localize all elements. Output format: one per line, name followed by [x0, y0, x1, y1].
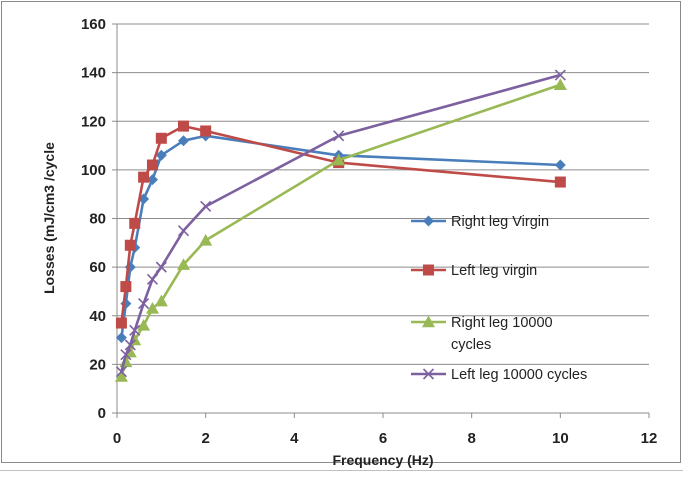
- data-point: [145, 301, 159, 314]
- data-point: [200, 200, 212, 212]
- data-point: [155, 132, 167, 144]
- y-tick-label: 160: [81, 16, 106, 33]
- y-tick-label: 0: [98, 405, 106, 422]
- x-marker-stroke: [115, 366, 127, 378]
- data-point: [333, 130, 345, 142]
- data-point: [178, 135, 189, 147]
- series-2: [114, 78, 567, 382]
- legend-label-line: Right leg 10000: [451, 315, 553, 331]
- y-tick-label: 20: [89, 356, 106, 373]
- series-layer: [114, 69, 567, 382]
- data-point: [114, 370, 128, 382]
- data-point: [124, 239, 136, 251]
- legend-label-line: cycles: [451, 337, 491, 353]
- data-point: [124, 339, 136, 351]
- legend-label: Left leg virgin: [451, 263, 537, 279]
- data-point: [137, 318, 151, 331]
- data-point: [332, 153, 346, 166]
- data-point: [177, 258, 190, 270]
- legend-label: Right leg 10000 cycles: [451, 315, 553, 353]
- legend-entry-2: Right leg 10000 cycles: [411, 315, 553, 353]
- legend-marker: [422, 315, 435, 328]
- data-point: [115, 317, 127, 329]
- data-point: [146, 174, 158, 186]
- data-point: [554, 69, 566, 81]
- data-point: [129, 324, 141, 336]
- x-tick-label: 2: [201, 430, 209, 447]
- data-point: [200, 125, 212, 137]
- data-point: [154, 294, 168, 307]
- legend-entry-1: Left leg virgin: [411, 263, 537, 279]
- x-tick-label: 10: [552, 430, 569, 447]
- y-tick-label: 60: [89, 259, 106, 276]
- data-point: [146, 273, 159, 285]
- data-point: [155, 149, 167, 161]
- bottom-divider: [0, 470, 683, 471]
- data-point: [146, 159, 158, 171]
- x-tick-label: 6: [379, 430, 387, 447]
- legend-entry-0: Right leg Virgin: [411, 214, 549, 230]
- legend-entry-3: Left leg 10000 cycles: [411, 367, 587, 383]
- data-point: [554, 176, 566, 188]
- data-point: [120, 298, 132, 310]
- x-tick-label: 0: [113, 430, 121, 447]
- y-tick-label: 80: [89, 211, 106, 228]
- x-marker-stroke: [333, 130, 345, 142]
- x-axis-title: Frequency (Hz): [332, 452, 433, 468]
- data-point: [120, 349, 132, 361]
- y-axis-title: Losses (mJ/cm3 /cycle: [41, 142, 57, 294]
- x-marker-stroke: [120, 349, 132, 361]
- x-tick-label: 12: [641, 430, 658, 447]
- grid-lines: [117, 23, 649, 365]
- axes: [112, 23, 650, 418]
- y-tick-label: 120: [81, 113, 106, 130]
- data-point: [199, 233, 213, 246]
- data-point: [138, 298, 150, 310]
- data-point: [120, 281, 132, 293]
- x-marker-stroke: [177, 225, 190, 237]
- y-tick-label: 40: [89, 308, 106, 325]
- legend-marker: [422, 368, 435, 380]
- x-marker-stroke: [422, 368, 435, 380]
- x-marker-stroke: [155, 261, 167, 273]
- data-point: [553, 78, 567, 90]
- legend-marker: [423, 215, 434, 227]
- y-tick-label: 100: [81, 162, 106, 179]
- x-marker-stroke: [124, 339, 136, 351]
- x-tick-label: 8: [467, 430, 475, 447]
- y-tick-label: 140: [81, 65, 106, 82]
- data-point: [115, 332, 127, 344]
- data-point: [129, 217, 141, 229]
- data-point: [177, 225, 190, 237]
- x-marker-stroke: [146, 273, 159, 285]
- x-marker-stroke: [129, 324, 141, 336]
- tick-labels: 0 20 40 60 80 100 120 140 160 0 2 4 6 8 10 12: [81, 16, 657, 447]
- data-point: [178, 120, 189, 132]
- x-marker-stroke: [138, 298, 150, 310]
- data-point: [554, 159, 566, 171]
- legend-label: Left leg 10000 cycles: [451, 367, 587, 383]
- legend-marker: [423, 264, 434, 276]
- x-marker-stroke: [200, 200, 212, 212]
- x-marker-stroke: [554, 69, 566, 81]
- data-point: [155, 261, 167, 273]
- legend-label: Right leg Virgin: [451, 214, 549, 230]
- chart-frame: [1, 1, 681, 463]
- data-point: [115, 366, 127, 378]
- x-tick-label: 4: [290, 430, 299, 447]
- legend: Right leg Virgin Left leg virgin Right leg…: [411, 214, 587, 383]
- data-point: [138, 171, 150, 183]
- series-3: [115, 69, 566, 378]
